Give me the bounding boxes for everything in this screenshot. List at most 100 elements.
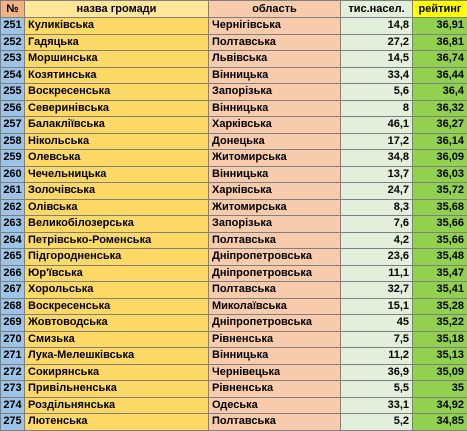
population-value: 33,4 <box>341 67 413 84</box>
row-number: 261 <box>1 183 25 200</box>
region-name: Полтавська <box>209 414 341 431</box>
row-number: 267 <box>1 282 25 299</box>
region-name: Вінницька <box>209 348 341 365</box>
population-value: 13,7 <box>341 166 413 183</box>
population-value: 7,6 <box>341 216 413 233</box>
rating-value: 36,81 <box>413 34 467 51</box>
rating-value: 36,74 <box>413 51 467 68</box>
row-number: 253 <box>1 51 25 68</box>
row-number: 259 <box>1 150 25 167</box>
region-name: Чернігівська <box>209 18 341 35</box>
row-number: 266 <box>1 265 25 282</box>
region-name: Житомирська <box>209 199 341 216</box>
rating-value: 36,32 <box>413 100 467 117</box>
region-name: Полтавська <box>209 232 341 249</box>
region-name: Дніпропетровська <box>209 265 341 282</box>
population-value: 8,3 <box>341 199 413 216</box>
row-number: 262 <box>1 199 25 216</box>
rating-value: 35,68 <box>413 199 467 216</box>
rating-value: 36,09 <box>413 150 467 167</box>
population-value: 15,1 <box>341 298 413 315</box>
row-number: 265 <box>1 249 25 266</box>
header-region: область <box>209 1 341 18</box>
population-value: 33,1 <box>341 397 413 414</box>
row-number: 251 <box>1 18 25 35</box>
row-number: 272 <box>1 364 25 381</box>
rating-value: 35,09 <box>413 364 467 381</box>
community-name: Олівська <box>25 199 209 216</box>
table-header: № назва громади область тис.насел. рейти… <box>1 1 467 18</box>
region-name: Рівненська <box>209 381 341 398</box>
population-value: 32,7 <box>341 282 413 299</box>
rating-value: 35,28 <box>413 298 467 315</box>
community-name: Юр'ївська <box>25 265 209 282</box>
region-name: Вінницька <box>209 100 341 117</box>
population-value: 11,1 <box>341 265 413 282</box>
row-number: 269 <box>1 315 25 332</box>
community-name: Моршинська <box>25 51 209 68</box>
community-name: Куликівська <box>25 18 209 35</box>
region-name: Вінницька <box>209 166 341 183</box>
population-value: 7,5 <box>341 331 413 348</box>
row-number: 258 <box>1 133 25 150</box>
community-name: Золочівська <box>25 183 209 200</box>
population-value: 4,2 <box>341 232 413 249</box>
region-name: Рівненська <box>209 331 341 348</box>
community-name: Балакліївська <box>25 117 209 134</box>
header-population: тис.насел. <box>341 1 413 18</box>
community-name: Нікольська <box>25 133 209 150</box>
rating-value: 36,44 <box>413 67 467 84</box>
community-name: Воскресенська <box>25 84 209 101</box>
population-value: 14,5 <box>341 51 413 68</box>
community-name: Лютенська <box>25 414 209 431</box>
population-value: 5,2 <box>341 414 413 431</box>
rating-value: 36,27 <box>413 117 467 134</box>
row-number: 254 <box>1 67 25 84</box>
population-value: 14,8 <box>341 18 413 35</box>
rating-value: 34,85 <box>413 414 467 431</box>
rating-value: 35 <box>413 381 467 398</box>
header-number: № <box>1 1 25 18</box>
population-value: 34,8 <box>341 150 413 167</box>
community-name: Смизька <box>25 331 209 348</box>
population-value: 17,2 <box>341 133 413 150</box>
population-value: 24,7 <box>341 183 413 200</box>
region-name: Дніпропетровська <box>209 315 341 332</box>
community-name: Жовтоводська <box>25 315 209 332</box>
rating-value: 36,03 <box>413 166 467 183</box>
community-name: Роздільнянська <box>25 397 209 414</box>
rating-value: 35,66 <box>413 232 467 249</box>
row-number: 274 <box>1 397 25 414</box>
rating-value: 35,47 <box>413 265 467 282</box>
community-name: Воскресенська <box>25 298 209 315</box>
population-value: 5,5 <box>341 381 413 398</box>
region-name: Полтавська <box>209 282 341 299</box>
community-name: Северинівська <box>25 100 209 117</box>
region-name: Вінницька <box>209 67 341 84</box>
row-number: 252 <box>1 34 25 51</box>
population-value: 23,6 <box>341 249 413 266</box>
region-name: Дніпропетровська <box>209 249 341 266</box>
population-value: 11,2 <box>341 348 413 365</box>
community-name: Гадяцька <box>25 34 209 51</box>
